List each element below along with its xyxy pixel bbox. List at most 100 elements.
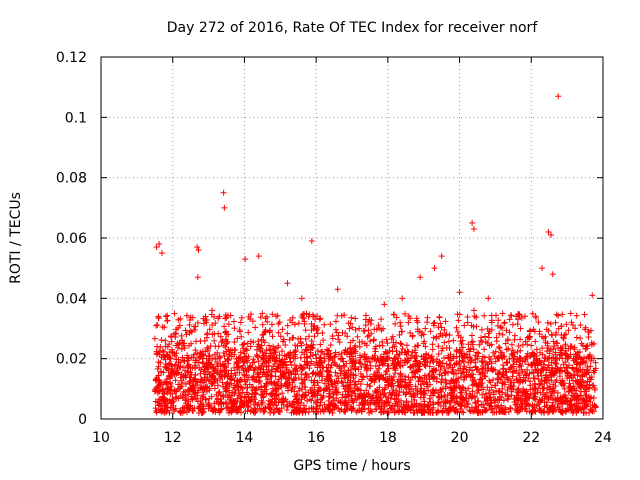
data-point <box>327 342 334 349</box>
data-point <box>553 311 560 318</box>
y-tick-label: 0 <box>78 412 87 428</box>
x-tick-label: 14 <box>236 430 254 446</box>
data-point <box>222 315 229 322</box>
data-point <box>199 395 206 402</box>
data-point <box>424 319 431 326</box>
data-point <box>332 326 339 333</box>
data-point <box>283 361 290 368</box>
data-point <box>341 374 348 381</box>
data-point <box>357 370 364 377</box>
data-point <box>573 312 580 319</box>
data-point <box>328 362 335 369</box>
data-point <box>398 341 405 348</box>
data-point <box>320 337 327 344</box>
data-point <box>587 394 594 401</box>
data-point <box>187 374 194 381</box>
data-point <box>263 380 270 387</box>
data-point <box>234 360 241 367</box>
data-point <box>479 408 486 415</box>
data-point <box>231 325 238 332</box>
data-point <box>560 361 567 368</box>
data-point <box>305 333 312 340</box>
data-point <box>197 379 204 386</box>
data-point <box>473 314 480 321</box>
data-point <box>456 289 463 296</box>
data-point <box>479 391 486 398</box>
data-point <box>288 362 295 369</box>
data-point <box>334 286 341 293</box>
data-point <box>584 378 591 385</box>
data-point <box>316 316 323 323</box>
data-point <box>427 328 434 335</box>
data-point <box>341 363 348 370</box>
data-point <box>237 319 244 326</box>
data-point <box>279 326 286 333</box>
data-point <box>259 321 266 328</box>
data-point <box>367 359 374 366</box>
data-point <box>567 310 574 317</box>
data-point <box>279 356 286 363</box>
data-point <box>441 339 448 346</box>
data-point <box>569 365 576 372</box>
data-point <box>517 406 524 413</box>
data-point <box>416 374 423 381</box>
data-point <box>183 331 190 338</box>
data-point <box>509 321 516 328</box>
data-point <box>478 334 485 341</box>
data-point <box>487 405 494 412</box>
data-point <box>426 395 433 402</box>
data-point <box>431 319 438 326</box>
data-point <box>590 394 597 401</box>
data-point <box>164 312 171 319</box>
data-point <box>585 334 592 341</box>
data-point <box>497 324 504 331</box>
data-point <box>544 319 551 326</box>
data-point <box>195 247 202 254</box>
x-tick-labels: 10 12 14 16 18 20 22 24 <box>92 430 612 446</box>
data-point <box>450 337 457 344</box>
data-point <box>298 371 305 378</box>
data-point <box>308 238 315 245</box>
data-point <box>151 335 158 342</box>
data-point <box>517 325 524 332</box>
data-points <box>151 93 599 416</box>
data-point <box>499 310 506 317</box>
x-tick-label: 20 <box>451 430 469 446</box>
data-point <box>282 375 289 382</box>
data-point <box>549 271 556 278</box>
data-point <box>263 313 270 320</box>
data-point <box>429 341 436 348</box>
data-point <box>231 339 238 346</box>
data-point <box>527 378 534 385</box>
data-point <box>382 371 389 378</box>
data-point <box>206 352 213 359</box>
data-point <box>455 317 462 324</box>
data-point <box>355 378 362 385</box>
data-point <box>437 367 444 374</box>
data-point <box>284 280 291 287</box>
data-point <box>558 396 565 403</box>
data-point <box>417 388 424 395</box>
data-point <box>471 313 478 320</box>
data-point <box>415 342 422 349</box>
data-point <box>557 394 564 401</box>
data-point <box>446 345 453 352</box>
data-point <box>163 365 170 372</box>
data-point <box>238 314 245 321</box>
data-point <box>241 393 248 400</box>
data-point <box>158 250 165 257</box>
data-point <box>255 358 262 365</box>
data-point <box>488 360 495 367</box>
y-tick-label: 0.02 <box>56 352 87 368</box>
data-point <box>244 391 251 398</box>
data-point <box>501 319 508 326</box>
data-point <box>352 315 359 322</box>
data-point <box>360 374 367 381</box>
data-point <box>298 379 305 386</box>
data-point <box>332 318 339 325</box>
data-point <box>470 307 477 314</box>
data-point <box>339 394 346 401</box>
data-point <box>397 340 404 347</box>
data-point <box>517 336 524 343</box>
